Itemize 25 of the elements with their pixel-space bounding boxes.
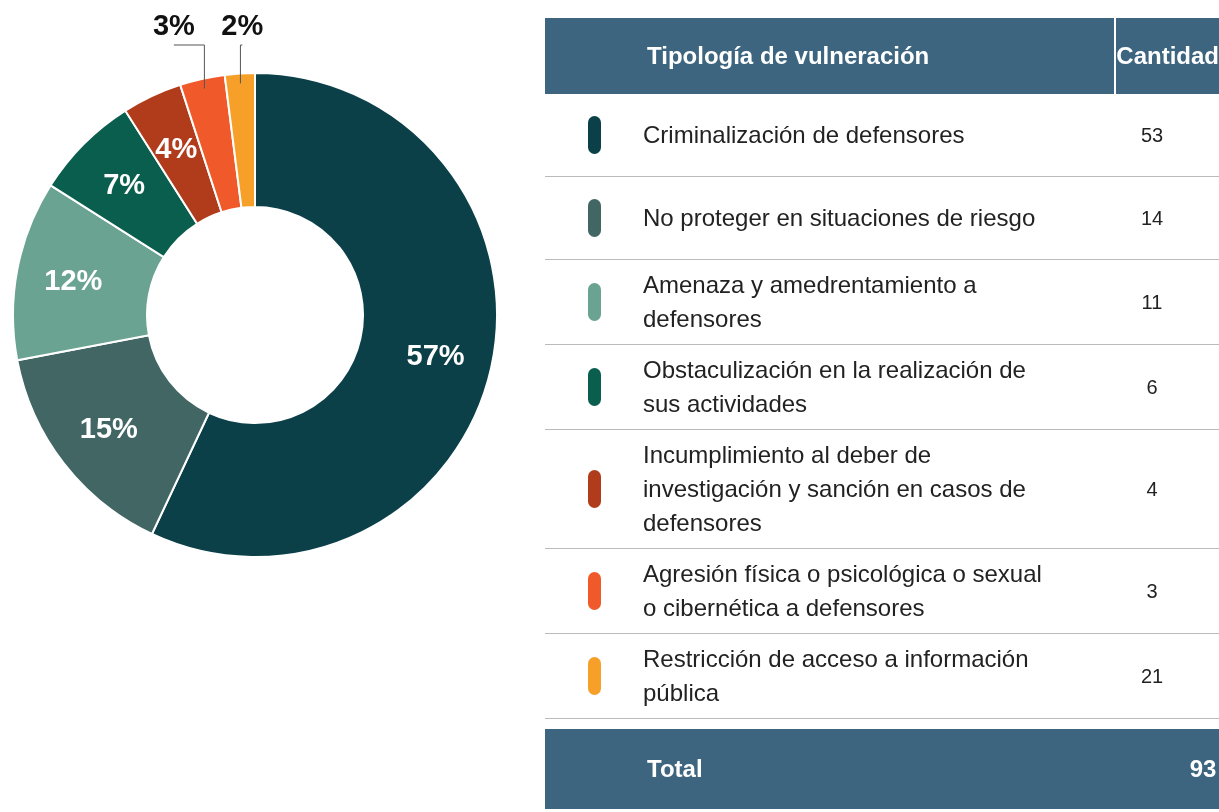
- data-label: 2%: [221, 9, 264, 41]
- data-label: 6: [1145, 375, 1159, 399]
- data-label: 7%: [103, 168, 146, 201]
- category-label: Agresión física o psicológica o sexual o cibernética a defensores: [643, 560, 1042, 621]
- category-label: Criminalización de defensores: [643, 121, 965, 148]
- category-label: Incumplimiento al deber de investigación y sanción en casos de defensores: [643, 441, 1026, 536]
- data-label: 12%: [44, 264, 103, 297]
- data-label: 57%: [406, 339, 465, 372]
- text: Tipología de vulneración: [545, 18, 1117, 94]
- text: 93: [1189, 755, 1217, 782]
- data-label: 3: [1145, 579, 1159, 603]
- data-label: 21: [1139, 664, 1165, 688]
- text: Total: [646, 755, 704, 783]
- data-label: 4%: [155, 131, 198, 164]
- category-label: No proteger en situaciones de riesgo: [643, 204, 1036, 231]
- data-label: 53: [1139, 123, 1165, 147]
- data-label: 3%: [152, 9, 196, 41]
- data-label: 15%: [79, 412, 139, 445]
- category-label: Amenaza y amedrentamiento a defensores: [643, 271, 977, 332]
- text: Cantidad: [1116, 41, 1219, 71]
- category-label: Obstaculización en la realización de sus actividades: [643, 356, 1026, 417]
- data-label: 14: [1139, 206, 1165, 230]
- data-label: 4: [1145, 477, 1159, 501]
- category-label: Restricción de acceso a información pública: [643, 645, 1029, 706]
- data-label: 11: [1140, 290, 1164, 314]
